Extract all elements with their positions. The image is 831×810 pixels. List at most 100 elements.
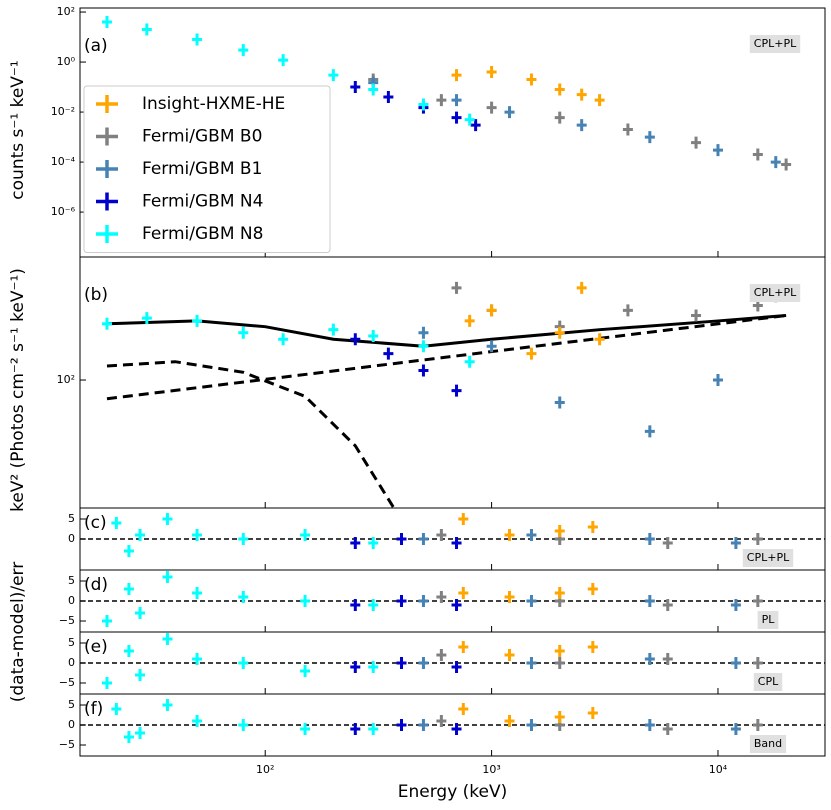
data-point xyxy=(300,595,311,607)
data-point xyxy=(368,537,379,549)
data-point xyxy=(396,595,407,607)
data-point xyxy=(730,723,741,735)
model-label-box xyxy=(749,284,801,302)
panel-label: (d) xyxy=(84,575,108,595)
panel-frame xyxy=(79,693,826,757)
model-label: Band xyxy=(754,737,782,750)
model-line xyxy=(106,360,396,508)
data-point xyxy=(451,384,462,397)
data-point xyxy=(162,633,173,645)
data-point xyxy=(135,529,146,541)
data-point xyxy=(554,711,565,723)
data-point xyxy=(436,591,447,603)
data-point xyxy=(451,281,462,294)
data-point xyxy=(752,148,763,161)
data-point xyxy=(662,723,673,735)
data-point xyxy=(101,317,112,330)
data-point xyxy=(451,723,462,735)
data-point xyxy=(162,699,173,711)
data-point xyxy=(238,591,249,603)
data-point xyxy=(554,111,565,124)
data-point xyxy=(526,73,537,86)
data-point xyxy=(587,641,598,653)
data-point xyxy=(458,641,469,653)
data-point xyxy=(418,533,429,545)
data-point xyxy=(396,533,407,545)
data-point xyxy=(123,545,134,557)
plot-area xyxy=(101,281,787,508)
data-point xyxy=(587,583,598,595)
data-point xyxy=(576,281,587,294)
data-point xyxy=(622,304,633,317)
data-point xyxy=(123,583,134,595)
y-tick-label: 0 xyxy=(68,656,75,669)
data-point xyxy=(554,645,565,657)
y-tick-label: 5 xyxy=(68,698,75,711)
data-point xyxy=(464,113,475,126)
data-point xyxy=(418,326,429,339)
data-point xyxy=(418,595,429,607)
data-point xyxy=(192,529,203,541)
data-point xyxy=(644,719,655,731)
data-point xyxy=(101,615,112,627)
data-point xyxy=(328,323,339,336)
data-point xyxy=(451,69,462,82)
data-point xyxy=(418,719,429,731)
data-point xyxy=(350,599,361,611)
data-point xyxy=(238,326,249,339)
data-point xyxy=(238,719,249,731)
y-tick-label: 0 xyxy=(68,718,75,731)
legend-label: Insight-HXME-HE xyxy=(142,94,285,114)
model-label-box xyxy=(749,735,787,753)
model-label-box xyxy=(742,549,794,567)
data-point xyxy=(458,513,469,525)
data-point xyxy=(418,340,429,353)
y-axis-label: (data-model)/err xyxy=(8,562,28,703)
data-point xyxy=(730,599,741,611)
data-point xyxy=(192,314,203,327)
data-point xyxy=(526,347,537,360)
data-point xyxy=(350,661,361,673)
model-line xyxy=(106,314,787,348)
data-point xyxy=(300,529,311,541)
x-axis-label: Energy (keV) xyxy=(398,782,508,802)
data-point xyxy=(418,364,429,377)
data-point xyxy=(436,649,447,661)
data-point xyxy=(622,123,633,136)
data-point xyxy=(135,727,146,739)
data-point xyxy=(554,83,565,96)
data-point xyxy=(712,144,723,157)
panel-label: (e) xyxy=(84,637,108,657)
data-point xyxy=(436,529,447,541)
data-point xyxy=(192,715,203,727)
model-label: CPL xyxy=(758,675,779,688)
y-tick-label: 0 xyxy=(68,594,75,607)
data-point xyxy=(101,15,112,28)
legend-box xyxy=(83,85,331,253)
x-tick-label: 10² xyxy=(256,763,274,776)
data-point xyxy=(470,119,481,132)
data-point xyxy=(662,599,673,611)
data-point xyxy=(135,669,146,681)
data-point xyxy=(526,719,537,731)
legend-label: Fermi/GBM B1 xyxy=(142,159,262,179)
legend-swatch xyxy=(96,225,118,243)
x-tick-label: 10⁴ xyxy=(709,763,728,776)
data-point xyxy=(383,91,394,104)
data-point xyxy=(486,340,497,353)
legend-label: Fermi/GBM N4 xyxy=(142,192,263,212)
data-point xyxy=(418,98,429,111)
data-point xyxy=(368,661,379,673)
y-tick-label: 10² xyxy=(57,373,75,386)
data-point xyxy=(451,599,462,611)
data-point xyxy=(238,657,249,669)
plot-area xyxy=(101,15,792,171)
data-point xyxy=(278,333,289,346)
data-point xyxy=(587,521,598,533)
data-point xyxy=(300,665,311,677)
data-point xyxy=(526,657,537,669)
data-point xyxy=(691,309,702,322)
panel-frame xyxy=(79,256,826,509)
data-point xyxy=(458,587,469,599)
